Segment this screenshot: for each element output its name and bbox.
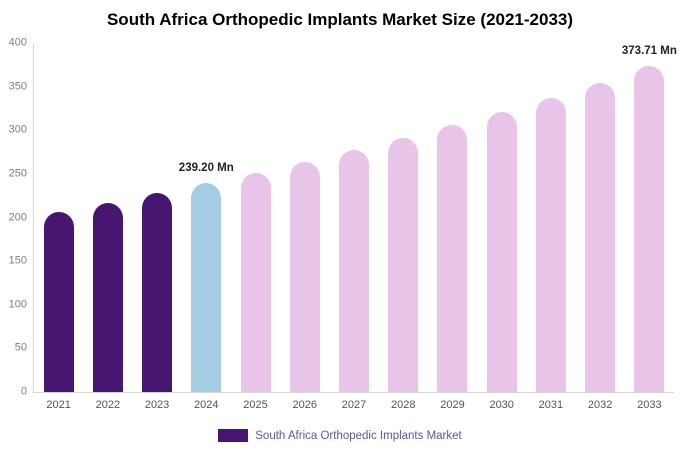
x-tick-label-2023: 2023 [144,399,170,411]
y-tick-label: 350 [8,80,27,93]
x-tick-label-2028: 2028 [390,399,416,411]
chart-legend: South Africa Orthopedic Implants Market [0,429,680,442]
y-tick-label: 200 [8,211,27,223]
data-label-2033: 373.71 Mn [621,44,677,57]
legend-swatch [218,429,249,442]
bar-2032 [585,82,616,392]
x-tick-label-2025: 2025 [243,399,268,411]
bar-2025 [240,172,271,392]
y-tick-label: 400 [8,36,27,49]
bar-2022 [92,202,123,392]
bar-2026 [289,161,320,392]
x-tick-label-2021: 2021 [46,399,71,411]
bar-2027 [339,150,369,392]
bar-2031 [535,97,566,392]
y-tick-label: 250 [8,167,27,180]
bar-2024 [191,183,222,392]
y-tick-label: 150 [8,254,27,267]
x-tick-label-2030: 2030 [489,399,514,411]
chart-title: South Africa Orthopedic Implants Market … [106,10,574,29]
legend-label: South Africa Orthopedic Implants Market [255,429,462,442]
plot-area: 0 50 100 150 200 250 300 350 400 2021 2022 2023 2024… [9,37,677,411]
data-label-2024: 239.20 Mn [178,162,234,175]
x-tick-label-2022: 2022 [95,399,121,411]
bar-2023 [142,193,173,392]
x-tick-label-2033: 2033 [637,399,662,411]
x-tick-label-2026: 2026 [292,399,318,411]
x-tick-label-2027: 2027 [341,399,367,411]
bar-2021 [43,211,74,392]
y-tick-label: 300 [8,123,27,136]
y-tick-label: 50 [14,341,27,354]
bar-2030 [486,111,517,392]
y-tick-label: 0 [20,385,27,398]
x-tick-label-2031: 2031 [538,399,564,411]
bar-2028 [388,138,419,392]
bar-2033 [634,65,665,392]
y-tick-label: 100 [8,298,27,311]
x-tick-label-2024: 2024 [194,399,219,411]
bar-2029 [437,125,468,392]
x-tick-label-2032: 2032 [587,399,613,411]
x-tick-label-2029: 2029 [440,399,465,411]
